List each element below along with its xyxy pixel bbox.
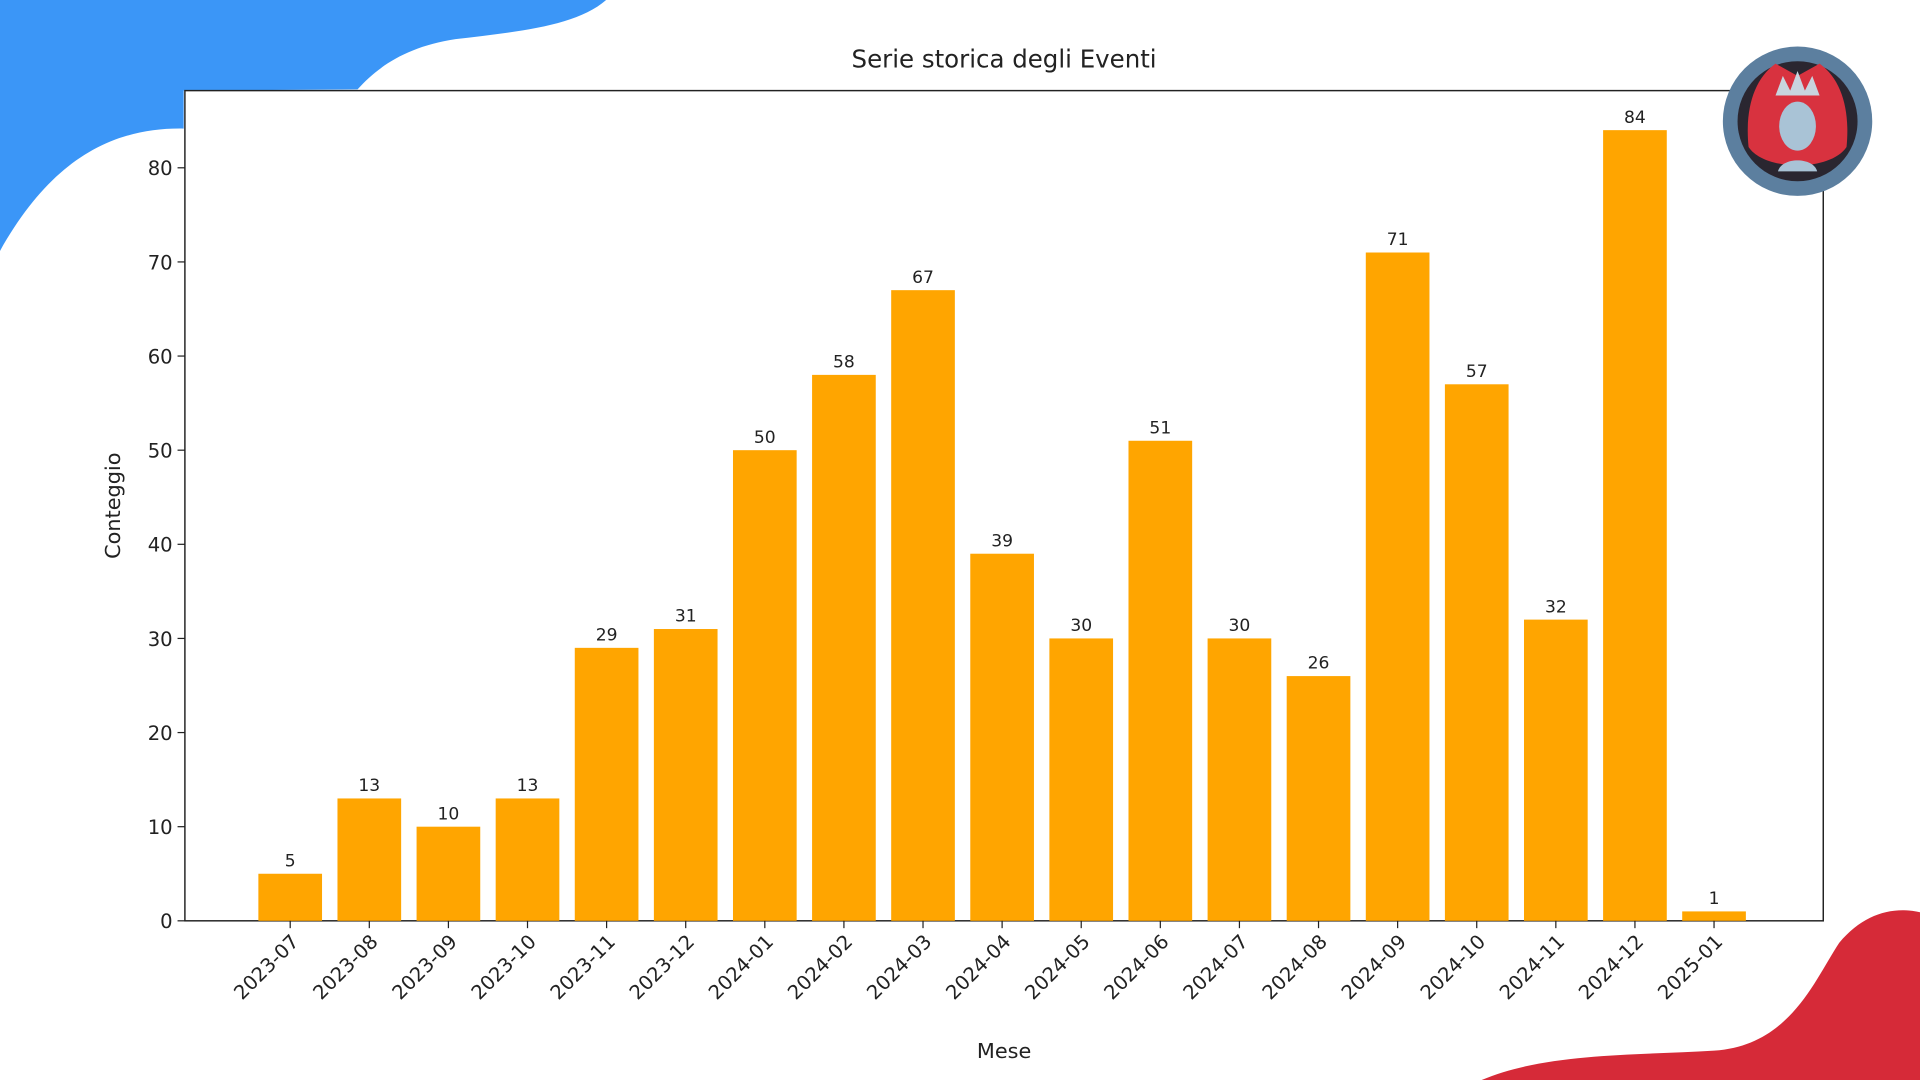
y-tick-label: 70 bbox=[148, 251, 173, 274]
red-decoration bbox=[1481, 910, 1920, 1080]
x-tick-label: 2025-01 bbox=[1653, 930, 1727, 1004]
x-tick-label: 2023-10 bbox=[467, 930, 541, 1004]
value-label: 71 bbox=[1387, 230, 1409, 250]
value-label: 31 bbox=[675, 607, 697, 627]
value-label: 50 bbox=[754, 428, 776, 448]
bar bbox=[812, 374, 876, 921]
bar bbox=[732, 450, 797, 921]
bar bbox=[1128, 440, 1193, 921]
value-label: 30 bbox=[1229, 616, 1251, 636]
value-label: 51 bbox=[1149, 418, 1171, 438]
bar bbox=[416, 826, 481, 921]
x-tick-label: 2024-03 bbox=[862, 930, 936, 1004]
bar bbox=[574, 647, 639, 921]
value-label: 58 bbox=[833, 353, 855, 373]
value-label: 5 bbox=[285, 851, 296, 871]
value-label: 10 bbox=[438, 804, 460, 824]
y-tick-label: 0 bbox=[160, 910, 172, 933]
bar bbox=[1524, 619, 1588, 921]
value-label: 39 bbox=[991, 531, 1013, 551]
x-tick-label: 2024-12 bbox=[1574, 930, 1648, 1004]
x-tick-label: 2024-09 bbox=[1337, 930, 1411, 1004]
y-tick-label: 60 bbox=[148, 345, 173, 368]
x-tick-label: 2024-07 bbox=[1179, 930, 1253, 1004]
x-tick-label: 2024-04 bbox=[941, 930, 1015, 1004]
value-label: 13 bbox=[517, 776, 539, 796]
chart-title: Serie storica degli Eventi bbox=[852, 44, 1157, 73]
value-label: 13 bbox=[358, 776, 380, 796]
x-tick-label: 2023-12 bbox=[625, 930, 699, 1004]
y-tick-label: 40 bbox=[148, 534, 173, 557]
value-label: 57 bbox=[1466, 362, 1488, 382]
blue-decoration bbox=[0, 0, 607, 252]
bar bbox=[1207, 638, 1272, 921]
x-tick-label: 2023-11 bbox=[546, 930, 620, 1004]
x-tick-label: 2024-05 bbox=[1020, 930, 1094, 1004]
x-tick-label: 2024-11 bbox=[1495, 930, 1569, 1004]
value-label: 32 bbox=[1545, 597, 1567, 617]
y-tick-label: 10 bbox=[148, 816, 173, 839]
bar bbox=[1682, 911, 1746, 921]
bar bbox=[1365, 252, 1430, 921]
bar bbox=[1049, 638, 1114, 921]
bar bbox=[337, 798, 402, 921]
x-tick-label: 2023-08 bbox=[309, 930, 383, 1004]
value-label: 67 bbox=[912, 268, 934, 288]
y-tick-label: 80 bbox=[148, 157, 173, 180]
bar bbox=[1286, 676, 1351, 921]
y-tick-label: 50 bbox=[148, 440, 173, 463]
x-tick-label: 2024-02 bbox=[783, 930, 857, 1004]
bar bbox=[970, 553, 1034, 921]
value-label: 29 bbox=[596, 625, 618, 645]
x-tick-label: 2024-08 bbox=[1258, 930, 1332, 1004]
y-axis-label: Conteggio bbox=[101, 453, 125, 559]
bar bbox=[653, 629, 718, 921]
value-label: 30 bbox=[1070, 616, 1092, 636]
x-tick-label: 2023-09 bbox=[388, 930, 462, 1004]
x-tick-label: 2024-10 bbox=[1416, 930, 1490, 1004]
x-axis-label: Mese bbox=[977, 1039, 1031, 1063]
bar bbox=[1444, 384, 1509, 921]
bar bbox=[891, 290, 955, 921]
x-tick-label: 2024-06 bbox=[1100, 930, 1174, 1004]
value-label: 26 bbox=[1308, 654, 1330, 674]
x-tick-label: 2023-07 bbox=[229, 930, 303, 1004]
avatar bbox=[1722, 46, 1873, 196]
value-label: 1 bbox=[1709, 889, 1720, 909]
y-tick-label: 20 bbox=[148, 722, 173, 745]
bar bbox=[258, 873, 323, 921]
value-label: 84 bbox=[1624, 108, 1646, 128]
x-tick-label: 2024-01 bbox=[704, 930, 778, 1004]
bar bbox=[495, 798, 560, 921]
y-tick-label: 30 bbox=[148, 628, 173, 651]
bar bbox=[1603, 130, 1667, 921]
